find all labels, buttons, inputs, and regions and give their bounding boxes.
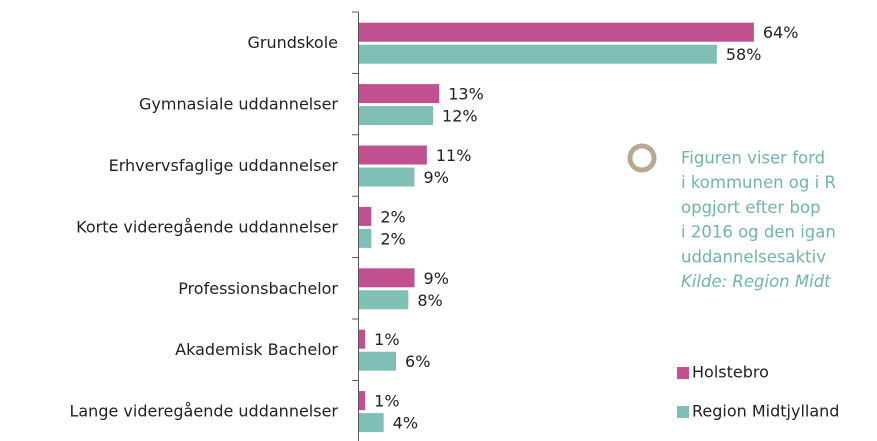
bar xyxy=(359,44,717,64)
bar xyxy=(359,351,397,371)
value-label: 12% xyxy=(442,107,478,126)
legend-swatch xyxy=(677,406,689,418)
legend-swatch xyxy=(677,367,689,379)
bar xyxy=(359,290,409,310)
value-label: 9% xyxy=(424,269,449,288)
category-label: Lange videregående uddannelser xyxy=(69,402,338,421)
annotation-text: Kilde: Region Midt xyxy=(681,272,831,291)
category-label: Gymnasiale uddannelser xyxy=(139,95,338,114)
bar xyxy=(359,329,366,349)
bar xyxy=(359,22,754,42)
bar xyxy=(359,84,440,104)
category-label: Akademisk Bachelor xyxy=(175,340,338,359)
value-label: 8% xyxy=(417,291,442,310)
bar xyxy=(359,145,427,165)
value-label: 13% xyxy=(448,85,484,104)
value-label: 9% xyxy=(424,168,449,187)
category-label: Erhvervsfaglige uddannelser xyxy=(109,156,339,175)
value-label: 1% xyxy=(374,330,399,349)
bar xyxy=(359,391,366,411)
legend-label: Region Midtjylland xyxy=(692,402,839,421)
annotation-text: Figuren viser ford xyxy=(681,149,825,168)
annotation-text: opgjort efter bop xyxy=(681,198,821,217)
bar xyxy=(359,268,415,288)
value-label: 4% xyxy=(393,414,418,433)
value-label: 58% xyxy=(726,45,762,64)
bar xyxy=(359,228,372,248)
annotation-text: i 2016 og den igan xyxy=(681,223,836,242)
legend-label: Holstebro xyxy=(692,363,769,382)
value-label: 11% xyxy=(436,146,472,165)
value-label: 2% xyxy=(380,229,405,248)
value-label: 2% xyxy=(380,207,405,226)
value-label: 64% xyxy=(763,23,799,42)
category-label: Professionsbachelor xyxy=(178,279,338,298)
bar xyxy=(359,106,434,126)
category-label: Korte videregående uddannelser xyxy=(76,217,338,236)
category-label: Grundskole xyxy=(247,33,338,52)
value-label: 6% xyxy=(405,352,430,371)
bar xyxy=(359,167,415,187)
annotation-text: uddannelsesaktiv xyxy=(681,247,826,266)
annotation-icon xyxy=(627,143,657,173)
value-label: 1% xyxy=(374,392,399,411)
bar xyxy=(359,206,372,226)
bar xyxy=(359,413,384,433)
annotation-text: i kommunen og i R xyxy=(681,173,836,192)
